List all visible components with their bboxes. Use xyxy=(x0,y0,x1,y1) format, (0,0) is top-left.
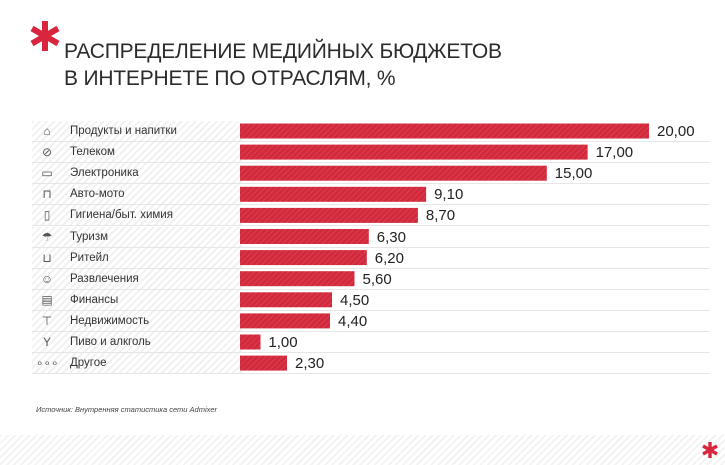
bar xyxy=(240,186,427,202)
theater-masks-icon: ☺ xyxy=(40,271,54,286)
asterisk-logo-icon xyxy=(30,21,60,51)
row-background xyxy=(32,184,242,205)
value-label: 4,40 xyxy=(338,312,368,330)
bar xyxy=(240,313,330,329)
chart-title-line-1: РАСПРЕДЕЛЕНИЕ МЕДИЙНЫХ БЮДЖЕТОВ xyxy=(64,40,502,63)
value-label: 6,30 xyxy=(376,228,406,246)
food-drink-icon: ⌂ xyxy=(43,124,51,138)
value-label: 15,00 xyxy=(554,165,593,183)
row-background xyxy=(32,121,242,141)
category-label: Туризм xyxy=(70,230,108,243)
footer-band xyxy=(0,435,725,465)
row-background xyxy=(32,142,242,163)
bar xyxy=(240,123,649,139)
row-divider xyxy=(32,288,710,290)
source-note: Источник: Внутренняя статистика сети Adm… xyxy=(36,405,218,414)
satellite-dish-icon: ⊘ xyxy=(41,145,53,160)
row-divider xyxy=(32,183,710,185)
beach-umbrella-icon: ☂ xyxy=(41,229,53,244)
category-label: Авто-мото xyxy=(70,188,125,201)
category-label: Пиво и алкголь xyxy=(70,336,151,348)
row-background xyxy=(32,289,242,310)
bar xyxy=(240,207,418,223)
category-label: Финансы xyxy=(70,293,119,306)
bar xyxy=(240,165,547,181)
row-background xyxy=(32,268,242,289)
row-divider xyxy=(32,162,710,164)
bar xyxy=(240,250,367,266)
value-label: 9,10 xyxy=(434,186,464,204)
row-background xyxy=(32,226,242,247)
row-background xyxy=(32,247,242,268)
bar xyxy=(240,355,287,371)
row-background xyxy=(32,332,242,352)
value-label: 20,00 xyxy=(657,123,695,140)
row-divider xyxy=(32,373,710,375)
row-divider xyxy=(32,309,710,311)
category-label: Развлечения xyxy=(70,272,139,285)
row-divider xyxy=(32,352,710,353)
row-background xyxy=(32,163,242,184)
row-divider xyxy=(32,204,710,206)
value-label: 1,00 xyxy=(268,334,298,351)
row-divider xyxy=(32,246,710,248)
value-label: 8,70 xyxy=(425,207,456,225)
row-divider xyxy=(32,330,710,332)
category-label: Гигиена/быт. химия xyxy=(70,209,173,222)
row-divider xyxy=(32,225,710,227)
laptop-icon: ▭ xyxy=(41,166,53,181)
car-icon: ⊓ xyxy=(42,187,52,202)
value-label: 2,30 xyxy=(295,355,325,373)
row-divider xyxy=(32,141,710,142)
chart-title-line-2: В ИНТЕРНЕТЕ ПО ОТРАСЛЯМ, % xyxy=(64,67,396,90)
corner-asterisk-icon xyxy=(702,442,718,458)
category-label: Продукты и напитки xyxy=(70,125,177,137)
bar xyxy=(240,292,332,308)
value-label: 4,50 xyxy=(340,291,370,309)
bar xyxy=(240,144,588,160)
bottle-icon: ▯ xyxy=(43,208,51,223)
bar xyxy=(240,334,261,350)
credit-card-icon: ▤ xyxy=(41,292,53,307)
crane-icon: ⊤ xyxy=(41,313,53,328)
category-label: Ритейл xyxy=(70,251,109,264)
row-background xyxy=(32,205,242,226)
value-label: 17,00 xyxy=(595,144,634,162)
chart-title: РАСПРЕДЕЛЕНИЕ МЕДИЙНЫХ БЮДЖЕТОВ В ИНТЕРН… xyxy=(64,38,524,92)
category-label: Электроника xyxy=(70,167,139,180)
bar xyxy=(240,229,369,244)
category-label: Недвижимость xyxy=(70,314,150,327)
row-divider xyxy=(32,267,710,269)
value-label: 5,60 xyxy=(362,270,392,288)
value-label: 6,20 xyxy=(374,249,404,267)
shopping-cart-icon: ⊔ xyxy=(42,250,52,265)
row-background xyxy=(32,310,242,331)
three-dots-icon: ∘∘∘ xyxy=(36,356,59,371)
bar xyxy=(240,271,355,287)
row-background xyxy=(32,353,242,374)
category-label: Другое xyxy=(70,357,107,370)
category-label: Телеком xyxy=(70,146,115,159)
wine-glass-icon: Y xyxy=(42,335,51,349)
